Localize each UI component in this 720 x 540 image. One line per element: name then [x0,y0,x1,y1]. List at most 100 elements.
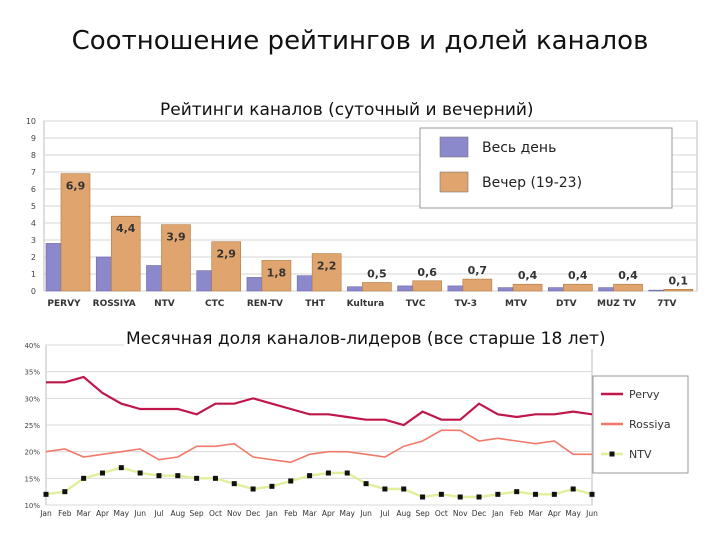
line-marker [288,478,294,484]
line-x-tick-label: Dec [472,509,487,518]
bar-category-label: 7TV [657,299,676,309]
line-x-tick-label: May [565,509,581,518]
line-x-tick-label: Aug [170,509,185,518]
bar-y-tick-label: 4 [31,219,36,228]
bar-y-tick-label: 2 [31,253,36,262]
bar-y-tick-label: 8 [31,151,36,160]
bar-y-tick-label: 9 [31,134,36,143]
bar-y-tick-label: 7 [31,168,36,177]
line-chart-title: Месячная доля каналов-лидеров (все старш… [124,329,608,349]
line-legend-label: NTV [629,448,652,461]
line-marker [137,470,143,476]
line-marker [382,486,388,492]
line-x-tick-label: Oct [435,509,448,518]
line-legend-label: Pervy [629,388,660,401]
bar-category-label: TVC [406,299,426,309]
bar-value-label: 1,8 [267,266,287,279]
line-marker [589,491,595,497]
line-x-tick-label: Jun [585,509,598,518]
bar-evening [161,224,191,292]
line-x-tick-label: Feb [58,509,72,518]
bar-evening [110,215,141,292]
line-x-tick-label: Sep [415,509,429,518]
line-x-tick-label: Oct [209,509,222,518]
bar-category-label: DTV [556,299,577,309]
line-x-tick-label: Jun [133,509,146,518]
bar-y-tick-label: 0 [31,287,36,296]
bar-y-tick-label: 10 [26,117,36,126]
line-x-tick-label: Jul [153,509,163,518]
line-y-tick-label: 40% [24,342,40,350]
bar-value-label: 0,4 [518,269,538,282]
line-x-tick-label: Feb [510,509,524,518]
bar-legend-label: Весь день [482,140,556,156]
bar-evening [462,278,493,292]
line-marker [420,494,426,500]
bar-category-label: ROSSIYA [93,299,136,309]
bar-value-label: 6,9 [66,180,86,193]
bar-y-tick-label: 5 [31,202,36,211]
line-marker [250,486,256,492]
line-x-tick-label: Jul [379,509,389,518]
line-x-tick-label: Feb [284,509,298,518]
bar-category-label: Kultura [347,299,385,309]
bar-value-label: 2,9 [216,248,236,261]
bar-evening [613,283,643,292]
line-marker [457,494,463,500]
line-marker [81,475,87,481]
line-x-tick-label: Dec [246,509,261,518]
line-marker [118,465,124,471]
line-marker [231,481,237,487]
line-marker [175,473,181,479]
line-x-tick-label: Apr [322,509,336,518]
bar-evening [311,253,342,292]
line-y-tick-label: 35% [24,369,40,377]
bar-category-label: REN-TV [247,299,283,309]
bar-evening [663,288,694,292]
line-x-tick-label: Apr [96,509,110,518]
line-marker [533,491,539,497]
line-x-tick-label: Apr [548,509,562,518]
bar-value-label: 0,5 [367,268,387,281]
line-marker [551,491,557,497]
line-marker [438,491,444,497]
line-marker [212,475,218,481]
bar-category-label: NTV [154,299,175,309]
line-marker [401,486,407,492]
bar-category-label: TV-3 [455,299,477,309]
line-y-tick-label: 30% [24,395,40,403]
line-x-tick-label: Mar [303,509,318,518]
bar-value-label: 0,6 [417,266,437,279]
line-x-tick-label: Jan [39,509,52,518]
bar-evening [211,241,241,292]
line-y-tick-label: 10% [24,502,40,510]
bar-legend-swatch [439,136,469,158]
bar-category-label: CTC [205,299,225,309]
bar-value-label: 4,4 [116,222,136,235]
line-marker [476,494,482,500]
bar-evening [563,283,593,292]
bar-evening [261,260,292,292]
line-x-tick-label: Nov [453,509,468,518]
bar-category-label: MUZ TV [597,299,636,309]
line-x-tick-label: Jan [491,509,504,518]
line-marker [43,491,49,497]
bar-y-tick-label: 6 [31,185,36,194]
line-marker [514,489,520,495]
line-y-tick-label: 25% [24,422,40,430]
line-x-tick-label: Mar [77,509,92,518]
line-marker [495,491,501,497]
bar-value-label: 0,7 [468,264,488,277]
line-marker [194,475,200,481]
bar-category-label: PERVY [47,299,81,309]
line-series-pervy [46,375,593,427]
line-marker [269,483,275,489]
line-marker [325,470,331,476]
bar-legend-label: Вечер (19-23) [482,175,582,191]
line-x-tick-label: Nov [227,509,242,518]
line-marker [156,473,162,479]
bar-chart-title: Рейтинги каналов (суточный и вечерний) [160,100,534,120]
bar-evening [512,283,543,292]
line-legend-label: Rossiya [629,418,671,431]
